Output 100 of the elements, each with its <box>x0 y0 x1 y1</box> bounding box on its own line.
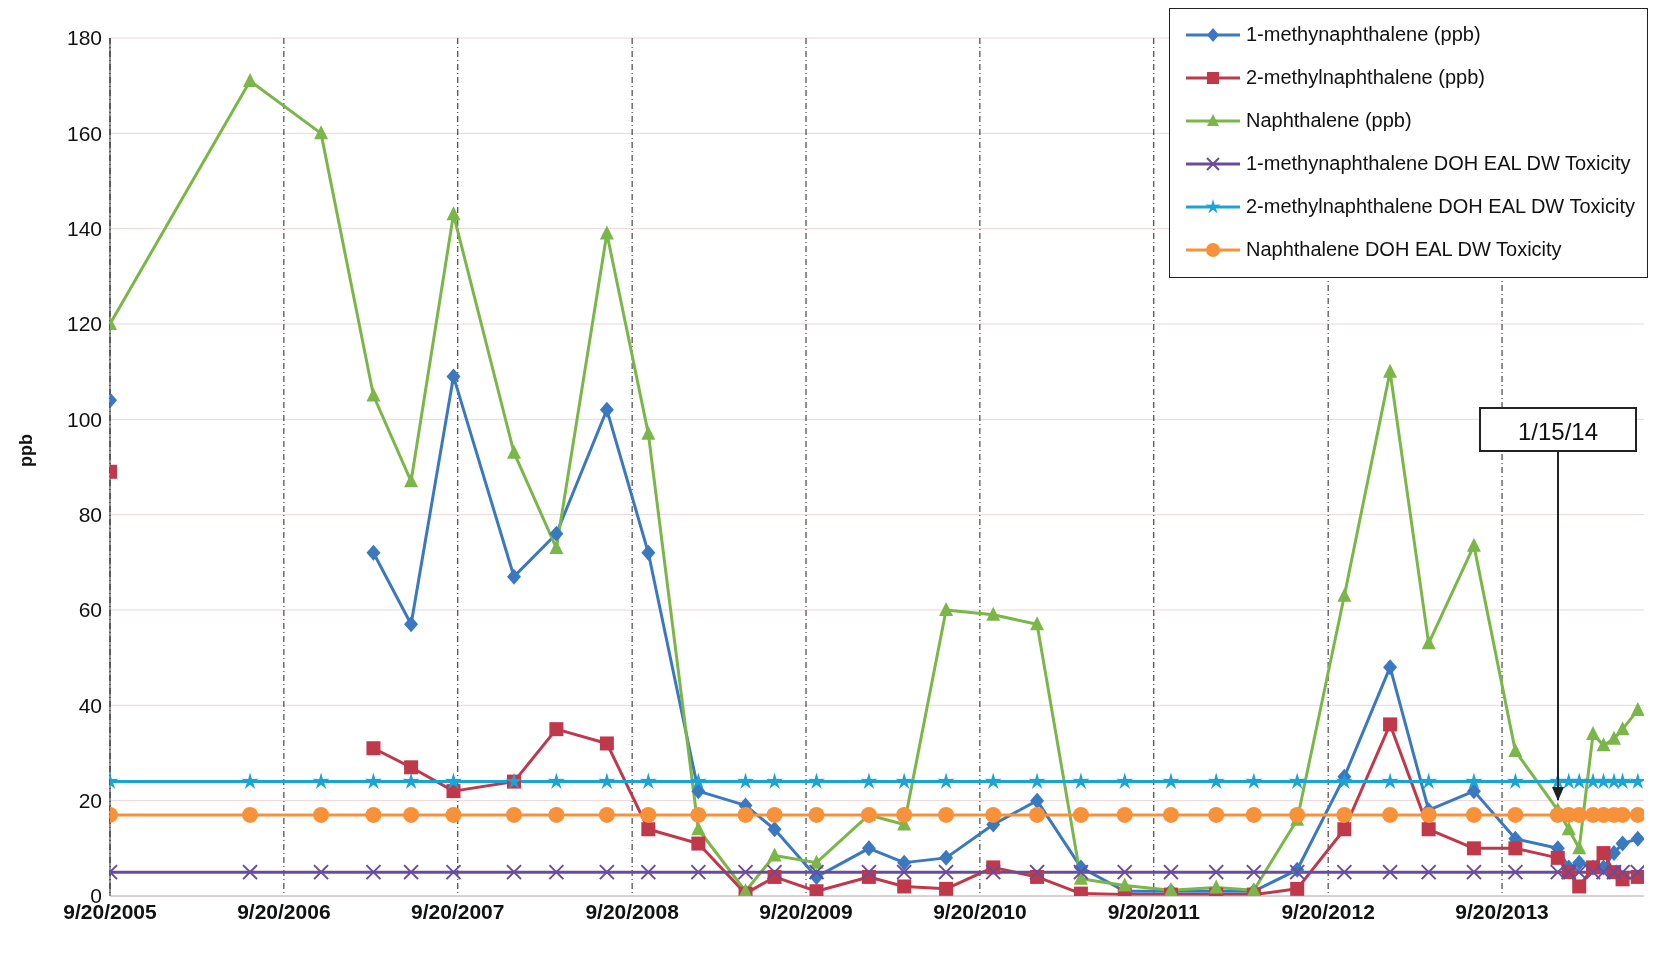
point <box>1572 840 1587 855</box>
point <box>1116 806 1133 823</box>
point <box>895 772 913 789</box>
point <box>1572 854 1587 871</box>
point <box>640 806 657 823</box>
point <box>939 602 954 616</box>
point <box>242 864 259 881</box>
point <box>1245 772 1263 789</box>
point <box>896 864 913 881</box>
x-tick-label: 9/20/2010 <box>933 899 1027 923</box>
point <box>1596 846 1611 861</box>
point <box>549 722 564 737</box>
point <box>404 473 419 488</box>
point <box>366 544 381 561</box>
point <box>1072 864 1089 881</box>
point <box>598 806 615 823</box>
point <box>403 864 420 881</box>
point <box>1335 772 1353 789</box>
legend-label: Naphthalene DOH EAL DW Toxicity <box>1245 238 1562 261</box>
point <box>1466 537 1481 552</box>
point <box>404 616 419 633</box>
point <box>548 806 565 823</box>
legend-label: 2-methylnaphthalene DOH EAL DW Toxicity <box>1245 195 1635 218</box>
y-tick-label: 100 <box>66 407 102 431</box>
point <box>1072 772 1090 789</box>
point <box>506 568 521 585</box>
point <box>1420 772 1438 789</box>
point <box>446 368 461 385</box>
point <box>1207 772 1225 789</box>
point <box>548 864 565 881</box>
point <box>1465 806 1482 823</box>
point <box>1382 864 1399 881</box>
point <box>691 783 706 800</box>
point <box>689 772 707 789</box>
point <box>1162 772 1180 789</box>
point <box>1614 772 1632 789</box>
point <box>1508 743 1523 758</box>
legend-label: 1-methynaphthalene (ppb) <box>1245 23 1481 46</box>
point <box>641 425 656 440</box>
point <box>365 806 382 823</box>
point <box>312 772 330 789</box>
point <box>937 772 955 789</box>
x-tick-label: 9/20/2008 <box>585 899 680 923</box>
y-tick-label: 80 <box>78 503 102 527</box>
point <box>985 806 1002 823</box>
y-tick-label: 140 <box>66 217 102 241</box>
point <box>598 772 616 789</box>
x-tick-label: 9/20/2013 <box>1455 899 1549 923</box>
point <box>766 864 783 881</box>
point <box>939 881 954 896</box>
point <box>445 806 462 823</box>
x-tick-label: 9/20/2012 <box>1281 899 1375 923</box>
point <box>1615 721 1630 736</box>
point <box>1383 659 1398 676</box>
y-tick-label: 60 <box>78 598 102 622</box>
point <box>1570 772 1588 789</box>
point <box>808 806 825 823</box>
point <box>1337 587 1352 602</box>
x-tick-label: 9/20/2006 <box>237 899 331 923</box>
point <box>938 806 955 823</box>
point <box>1465 772 1483 789</box>
point <box>861 840 876 857</box>
point <box>1117 877 1132 892</box>
point <box>1466 841 1481 856</box>
point <box>1420 806 1437 823</box>
point <box>1289 806 1306 823</box>
point <box>1290 881 1305 896</box>
point <box>1336 864 1353 881</box>
point <box>599 225 614 240</box>
point <box>1630 702 1644 717</box>
point <box>1336 806 1353 823</box>
point <box>1116 864 1133 881</box>
point <box>808 864 825 881</box>
point <box>1561 821 1576 836</box>
point <box>1508 841 1523 856</box>
point <box>736 772 755 789</box>
y-tick-label: 40 <box>78 693 102 717</box>
point <box>598 864 615 881</box>
point <box>1596 737 1611 752</box>
x-tick-label: 9/20/2007 <box>411 899 505 923</box>
point <box>809 884 824 896</box>
point <box>547 772 565 789</box>
point <box>767 847 782 862</box>
point <box>691 836 706 851</box>
point <box>896 806 913 823</box>
point <box>1337 822 1352 837</box>
point <box>1029 806 1046 823</box>
point <box>1586 725 1601 740</box>
point <box>404 760 419 775</box>
point <box>365 864 382 881</box>
point <box>766 806 783 823</box>
point <box>1615 835 1630 852</box>
point <box>640 864 657 881</box>
point <box>1606 730 1621 745</box>
point <box>1550 850 1565 865</box>
point <box>639 772 657 789</box>
point <box>897 879 912 894</box>
point <box>1028 772 1046 789</box>
point <box>641 544 656 561</box>
point <box>1208 806 1225 823</box>
